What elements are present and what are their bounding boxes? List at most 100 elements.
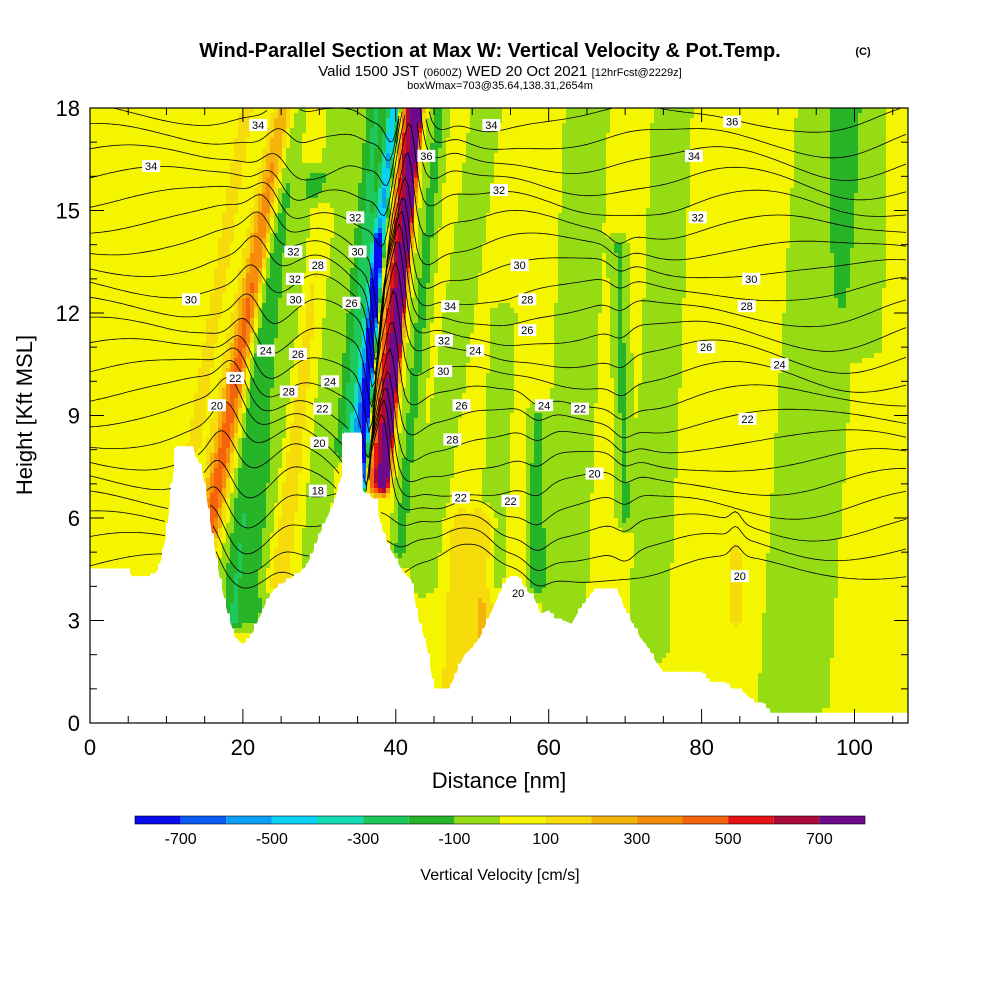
w-cell <box>646 238 686 244</box>
contour-label-bg <box>585 467 604 480</box>
contour-label: 26 <box>342 296 361 310</box>
w-cell <box>406 118 410 124</box>
w-cell <box>274 548 294 554</box>
w-cell <box>434 383 466 389</box>
w-cell <box>594 443 614 449</box>
w-cell <box>794 138 830 144</box>
w-cell <box>786 258 834 264</box>
w-cell <box>770 708 822 714</box>
w-cell <box>246 243 250 249</box>
w-cell <box>838 543 908 549</box>
w-cell <box>430 258 438 264</box>
w-cell <box>886 188 908 194</box>
w-cell <box>378 133 382 139</box>
w-cell <box>246 418 270 424</box>
w-cell <box>90 223 222 229</box>
w-cell <box>686 223 790 229</box>
w-cell <box>90 278 214 284</box>
w-cell <box>230 363 234 369</box>
w-cell <box>558 293 602 299</box>
w-cell <box>90 373 198 379</box>
w-cell <box>294 533 302 539</box>
w-cell <box>414 453 454 459</box>
w-cell <box>622 418 626 424</box>
w-cell <box>302 133 326 139</box>
w-cell <box>394 213 398 219</box>
w-cell <box>286 433 290 439</box>
w-cell <box>366 173 374 179</box>
w-cell <box>638 388 678 394</box>
w-cell <box>378 173 382 179</box>
w-cell <box>742 598 766 604</box>
w-cell <box>218 528 222 534</box>
w-cell <box>590 573 630 579</box>
w-cell <box>198 368 210 374</box>
w-cell <box>482 598 490 604</box>
w-cell <box>294 393 306 399</box>
w-cell <box>422 248 430 254</box>
w-cell <box>646 288 686 294</box>
w-cell <box>530 463 542 469</box>
w-cell <box>410 388 418 394</box>
w-cell <box>566 113 610 119</box>
w-cell <box>238 443 242 449</box>
w-cell <box>374 388 378 394</box>
w-cell <box>430 183 438 189</box>
w-cell <box>274 163 278 169</box>
w-cell <box>834 273 850 279</box>
w-cell <box>362 478 366 484</box>
w-cell <box>246 158 262 164</box>
w-cell <box>414 603 446 609</box>
w-cell <box>226 198 238 204</box>
w-cell <box>402 358 406 364</box>
w-cell <box>398 403 402 409</box>
w-cell <box>430 673 442 679</box>
w-cell <box>270 533 278 539</box>
w-cell <box>446 648 470 654</box>
w-cell <box>438 158 446 164</box>
w-cell <box>286 463 302 469</box>
w-cell <box>382 493 386 499</box>
w-cell <box>202 343 214 349</box>
w-cell <box>642 353 682 359</box>
w-cell <box>418 278 430 284</box>
w-cell <box>262 248 266 254</box>
w-cell <box>650 648 670 654</box>
w-cell <box>266 298 278 304</box>
w-cell <box>730 613 742 619</box>
w-cell <box>230 613 238 619</box>
w-cell <box>594 408 614 414</box>
w-cell <box>882 338 908 344</box>
w-cell <box>558 218 606 224</box>
w-cell <box>686 253 786 259</box>
w-cell <box>266 503 274 509</box>
w-cell <box>334 208 358 214</box>
w-cell <box>218 498 222 504</box>
w-cell <box>226 368 230 374</box>
w-cell <box>306 523 322 529</box>
w-cell <box>386 393 394 399</box>
w-cell <box>422 183 430 189</box>
contour-label-bg <box>510 259 529 272</box>
w-cell <box>250 248 254 254</box>
w-cell <box>414 343 422 349</box>
w-cell <box>478 623 486 629</box>
w-cell <box>382 273 386 279</box>
w-cell <box>486 373 514 379</box>
w-cell <box>210 483 214 489</box>
w-cell <box>378 283 382 289</box>
w-cell <box>378 288 382 294</box>
w-cell <box>274 503 282 509</box>
w-cell <box>378 228 382 234</box>
w-cell <box>262 558 270 564</box>
w-cell <box>210 313 222 319</box>
w-cell <box>350 278 358 284</box>
contour-label-bg <box>738 412 757 425</box>
w-cell <box>606 218 646 224</box>
w-cell <box>410 468 454 474</box>
w-cell <box>238 483 266 489</box>
w-cell <box>406 153 418 159</box>
y-axis-label: Height [Kft MSL] <box>12 335 37 495</box>
w-cell <box>398 398 402 404</box>
w-cell <box>222 588 226 594</box>
